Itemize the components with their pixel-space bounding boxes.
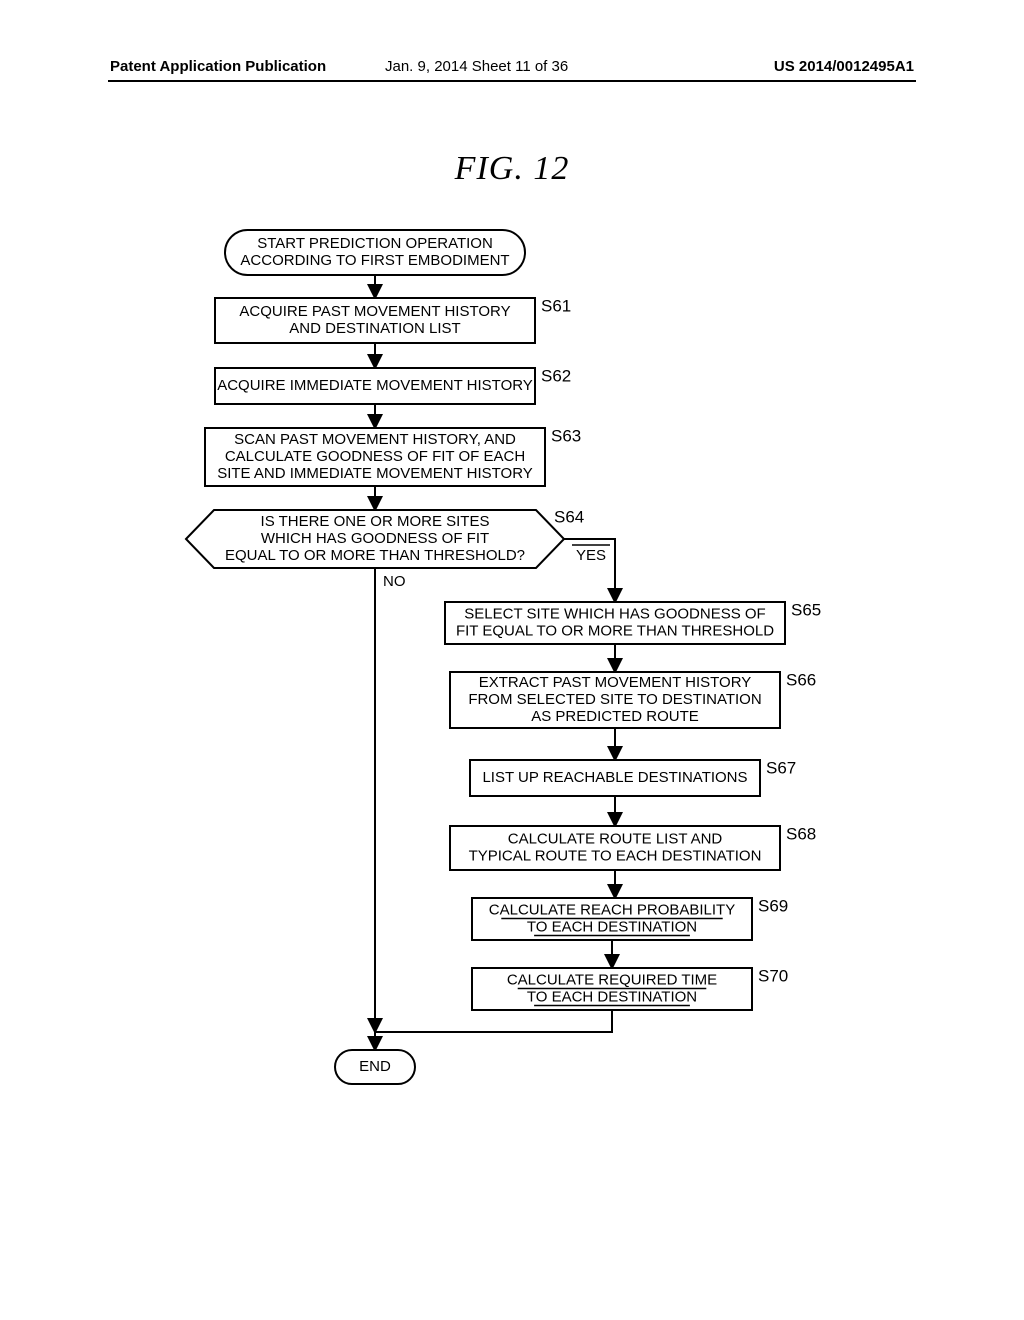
node-s65: SELECT SITE WHICH HAS GOODNESS OFFIT EQU…	[445, 600, 821, 644]
svg-text:ACQUIRE PAST MOVEMENT HISTORY: ACQUIRE PAST MOVEMENT HISTORY	[239, 303, 510, 320]
svg-text:AS PREDICTED ROUTE: AS PREDICTED ROUTE	[531, 708, 699, 725]
header-rule	[108, 80, 916, 82]
node-s62: ACQUIRE IMMEDIATE MOVEMENT HISTORY S62	[215, 366, 571, 404]
svg-text:END: END	[359, 1058, 391, 1075]
svg-text:CALCULATE REQUIRED TIME: CALCULATE REQUIRED TIME	[507, 971, 717, 988]
header-right: US 2014/0012495A1	[774, 58, 914, 75]
edge-s64-end: NO	[375, 568, 406, 1050]
svg-text:S66: S66	[786, 670, 816, 689]
svg-text:S62: S62	[541, 366, 571, 385]
patent-header: Patent Application Publication Jan. 9, 2…	[0, 58, 1024, 82]
node-s68: CALCULATE ROUTE LIST ANDTYPICAL ROUTE TO…	[450, 824, 816, 870]
svg-text:YES: YES	[576, 547, 606, 564]
svg-text:TYPICAL ROUTE TO EACH DESTINAT: TYPICAL ROUTE TO EACH DESTINATION	[469, 847, 762, 864]
svg-text:SELECT SITE WHICH HAS GOODNESS: SELECT SITE WHICH HAS GOODNESS OF	[464, 605, 765, 622]
svg-text:EQUAL TO OR MORE THAN THRESHOL: EQUAL TO OR MORE THAN THRESHOLD?	[225, 547, 525, 564]
svg-text:CALCULATE ROUTE LIST AND: CALCULATE ROUTE LIST AND	[508, 830, 723, 847]
svg-text:S67: S67	[766, 758, 796, 777]
svg-text:TO EACH DESTINATION: TO EACH DESTINATION	[527, 988, 697, 1005]
svg-text:NO: NO	[383, 573, 406, 590]
svg-text:WHICH HAS GOODNESS OF FIT: WHICH HAS GOODNESS OF FIT	[261, 530, 489, 547]
header-left: Patent Application Publication	[110, 58, 326, 75]
svg-text:ACQUIRE IMMEDIATE MOVEMENT HIS: ACQUIRE IMMEDIATE MOVEMENT HISTORY	[217, 377, 533, 394]
svg-text:EXTRACT PAST MOVEMENT HISTORY: EXTRACT PAST MOVEMENT HISTORY	[479, 674, 752, 691]
svg-text:FROM SELECTED SITE TO DESTINAT: FROM SELECTED SITE TO DESTINATION	[468, 691, 761, 708]
svg-text:S68: S68	[786, 824, 816, 843]
svg-text:S65: S65	[791, 600, 821, 619]
svg-text:IS THERE ONE OR MORE SITES: IS THERE ONE OR MORE SITES	[261, 513, 490, 530]
node-s66: EXTRACT PAST MOVEMENT HISTORYFROM SELECT…	[450, 670, 816, 728]
flowchart: YES NO START PREDICTION OPERATIONACCORDIN…	[140, 220, 900, 1260]
node-start: START PREDICTION OPERATIONACCORDING TO F…	[225, 230, 525, 275]
svg-text:SITE AND IMMEDIATE MOVEMENT HI: SITE AND IMMEDIATE MOVEMENT HISTORY	[217, 465, 533, 482]
svg-text:S64: S64	[554, 507, 584, 526]
svg-text:S61: S61	[541, 296, 571, 315]
node-s70: CALCULATE REQUIRED TIMETO EACH DESTINATI…	[472, 966, 788, 1010]
edge-s64-s65: YES	[564, 539, 615, 602]
figure-title: FIG. 12	[0, 150, 1024, 188]
svg-text:S63: S63	[551, 426, 581, 445]
svg-text:CALCULATE REACH PROBABILITY: CALCULATE REACH PROBABILITY	[489, 901, 735, 918]
node-s63: SCAN PAST MOVEMENT HISTORY, ANDCALCULATE…	[205, 426, 581, 486]
svg-text:FIT EQUAL TO OR MORE THAN THRE: FIT EQUAL TO OR MORE THAN THRESHOLD	[456, 622, 774, 639]
node-s69: CALCULATE REACH PROBABILITYTO EACH DESTI…	[472, 896, 788, 940]
edge-s70-end	[375, 1010, 612, 1032]
node-s61: ACQUIRE PAST MOVEMENT HISTORYAND DESTINA…	[215, 296, 571, 343]
svg-text:LIST UP REACHABLE DESTINATIONS: LIST UP REACHABLE DESTINATIONS	[482, 769, 747, 786]
svg-text:SCAN PAST MOVEMENT HISTORY, AN: SCAN PAST MOVEMENT HISTORY, AND	[234, 431, 516, 448]
svg-text:AND DESTINATION LIST: AND DESTINATION LIST	[289, 320, 460, 337]
header-center: Jan. 9, 2014 Sheet 11 of 36	[385, 58, 568, 75]
svg-text:S70: S70	[758, 966, 788, 985]
svg-text:START PREDICTION OPERATION: START PREDICTION OPERATION	[257, 235, 493, 252]
svg-text:S69: S69	[758, 896, 788, 915]
node-s67: LIST UP REACHABLE DESTINATIONS S67	[470, 758, 796, 796]
svg-text:TO EACH DESTINATION: TO EACH DESTINATION	[527, 918, 697, 935]
node-s64: IS THERE ONE OR MORE SITESWHICH HAS GOOD…	[186, 507, 584, 568]
node-end: END	[335, 1050, 415, 1084]
svg-text:ACCORDING TO FIRST EMBODIMENT: ACCORDING TO FIRST EMBODIMENT	[240, 252, 509, 269]
svg-text:CALCULATE GOODNESS OF FIT OF E: CALCULATE GOODNESS OF FIT OF EACH	[225, 448, 525, 465]
